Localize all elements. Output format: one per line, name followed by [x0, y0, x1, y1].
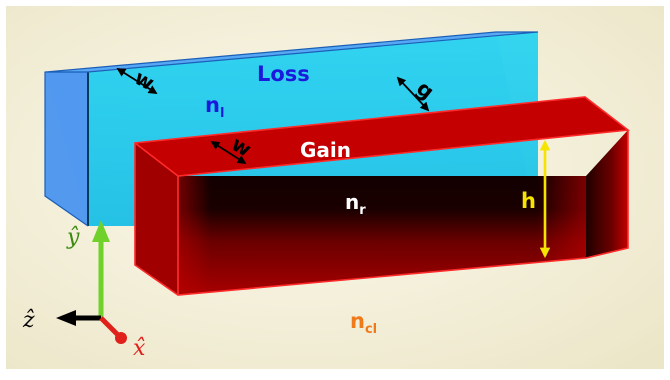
x-axis-label: x̂	[133, 336, 146, 361]
y-axis-arrowhead	[92, 220, 110, 242]
n-l-label: nl	[205, 93, 224, 121]
gain-waveguide	[134, 96, 631, 296]
z-axis-label: ẑ	[22, 308, 35, 333]
loss-label: Loss	[257, 62, 310, 86]
loss-left-end	[45, 72, 88, 226]
z-axis-arrowhead	[56, 310, 76, 326]
gain-label: Gain	[300, 138, 351, 162]
gain-width-arrow	[210, 141, 247, 164]
n-cl-label: ncl	[350, 309, 377, 337]
gap-arrow	[396, 76, 430, 112]
x-axis-tip	[115, 332, 127, 344]
gain-top-face	[135, 97, 628, 176]
loss-outline	[44, 31, 539, 227]
y-axis-label: ŷ	[66, 225, 80, 250]
gain-front-shade	[178, 176, 586, 295]
loss-top-face	[45, 32, 538, 72]
gain-outline	[134, 96, 631, 296]
height-label: h	[521, 189, 536, 213]
n-r-label: nr	[345, 190, 366, 218]
x-axis-line	[99, 316, 120, 337]
gain-left-end	[135, 143, 178, 295]
gain-right-end	[586, 130, 628, 258]
coordinate-axes: ŷ ẑ x̂	[22, 220, 146, 361]
loss-width-arrow	[116, 68, 158, 94]
